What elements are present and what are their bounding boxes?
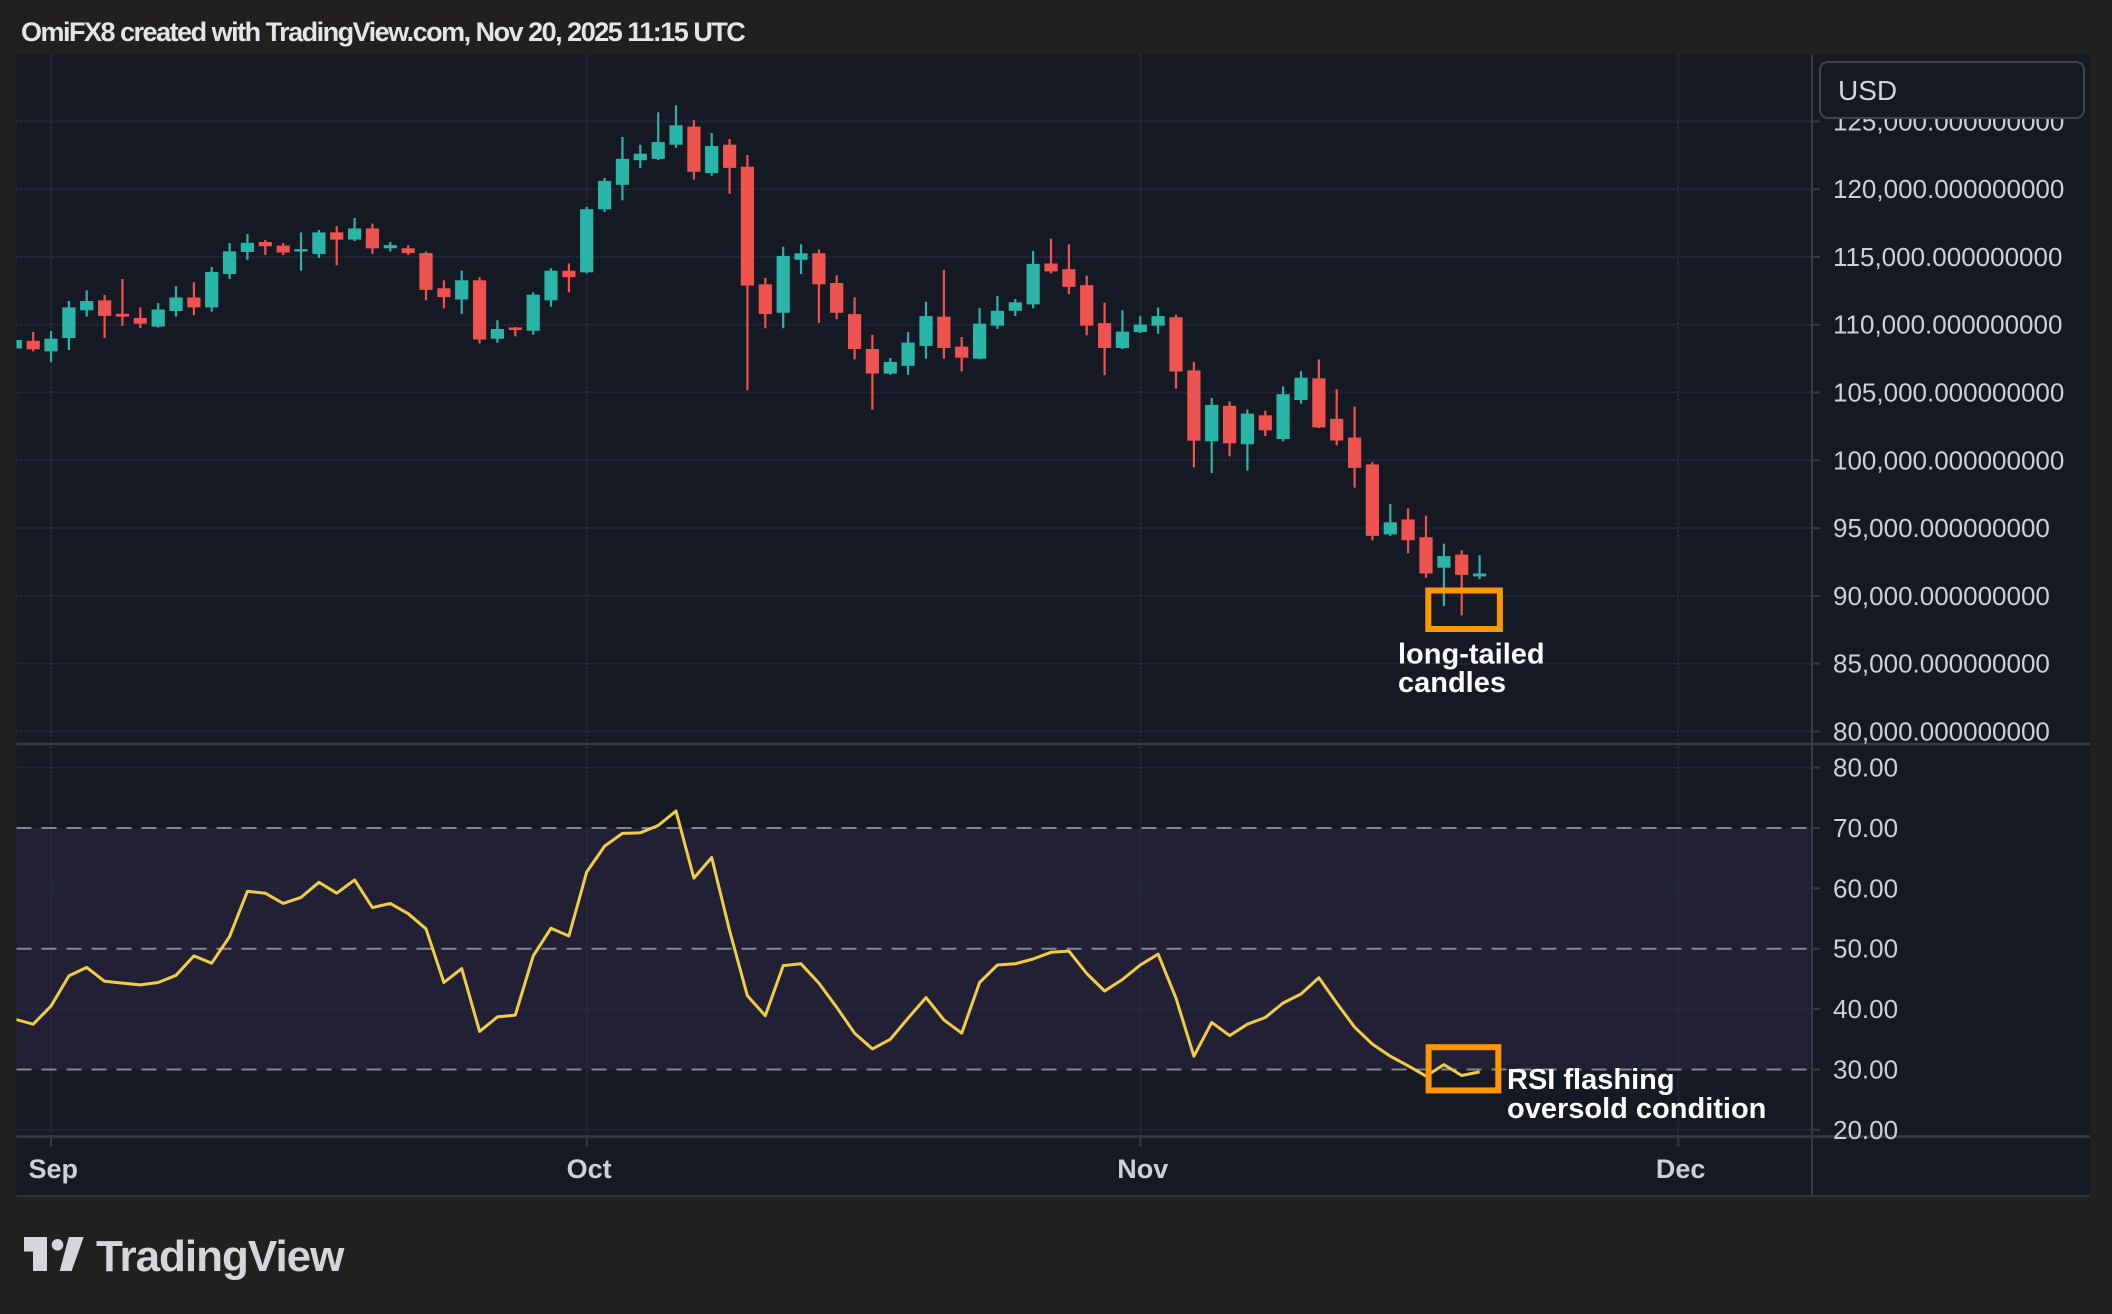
svg-text:Sep: Sep bbox=[29, 1154, 79, 1184]
svg-text:110,000.000000000: 110,000.000000000 bbox=[1833, 310, 2062, 340]
svg-text:candles: candles bbox=[1398, 667, 1506, 699]
svg-text:105,000.000000000: 105,000.000000000 bbox=[1833, 378, 2064, 408]
svg-text:20.00: 20.00 bbox=[1833, 1115, 1898, 1145]
svg-text:USD: USD bbox=[1838, 75, 1897, 106]
svg-text:80,000.000000000: 80,000.000000000 bbox=[1833, 716, 2050, 746]
svg-text:80.00: 80.00 bbox=[1833, 753, 1898, 783]
svg-text:long-tailed: long-tailed bbox=[1398, 639, 1545, 671]
svg-text:60.00: 60.00 bbox=[1833, 873, 1898, 903]
svg-text:Oct: Oct bbox=[567, 1154, 612, 1184]
svg-text:70.00: 70.00 bbox=[1833, 813, 1898, 843]
svg-text:85,000.000000000: 85,000.000000000 bbox=[1833, 649, 2050, 679]
svg-text:RSI flashing: RSI flashing bbox=[1507, 1064, 1675, 1096]
svg-text:120,000.000000000: 120,000.000000000 bbox=[1833, 174, 2064, 204]
svg-text:115,000.000000000: 115,000.000000000 bbox=[1833, 242, 2062, 272]
svg-text:100,000.000000000: 100,000.000000000 bbox=[1833, 445, 2064, 475]
svg-text:Nov: Nov bbox=[1117, 1154, 1168, 1184]
svg-text:50.00: 50.00 bbox=[1833, 934, 1898, 964]
svg-text:Dec: Dec bbox=[1656, 1154, 1706, 1184]
svg-text:40.00: 40.00 bbox=[1833, 994, 1898, 1024]
svg-text:30.00: 30.00 bbox=[1833, 1055, 1898, 1085]
svg-text:95,000.000000000: 95,000.000000000 bbox=[1833, 513, 2050, 543]
svg-text:TradingView: TradingView bbox=[96, 1232, 345, 1281]
svg-text:OmiFX8 created with TradingVie: OmiFX8 created with TradingView.com, Nov… bbox=[21, 17, 745, 47]
svg-text:oversold condition: oversold condition bbox=[1507, 1093, 1766, 1125]
svg-text:90,000.000000000: 90,000.000000000 bbox=[1833, 581, 2050, 611]
